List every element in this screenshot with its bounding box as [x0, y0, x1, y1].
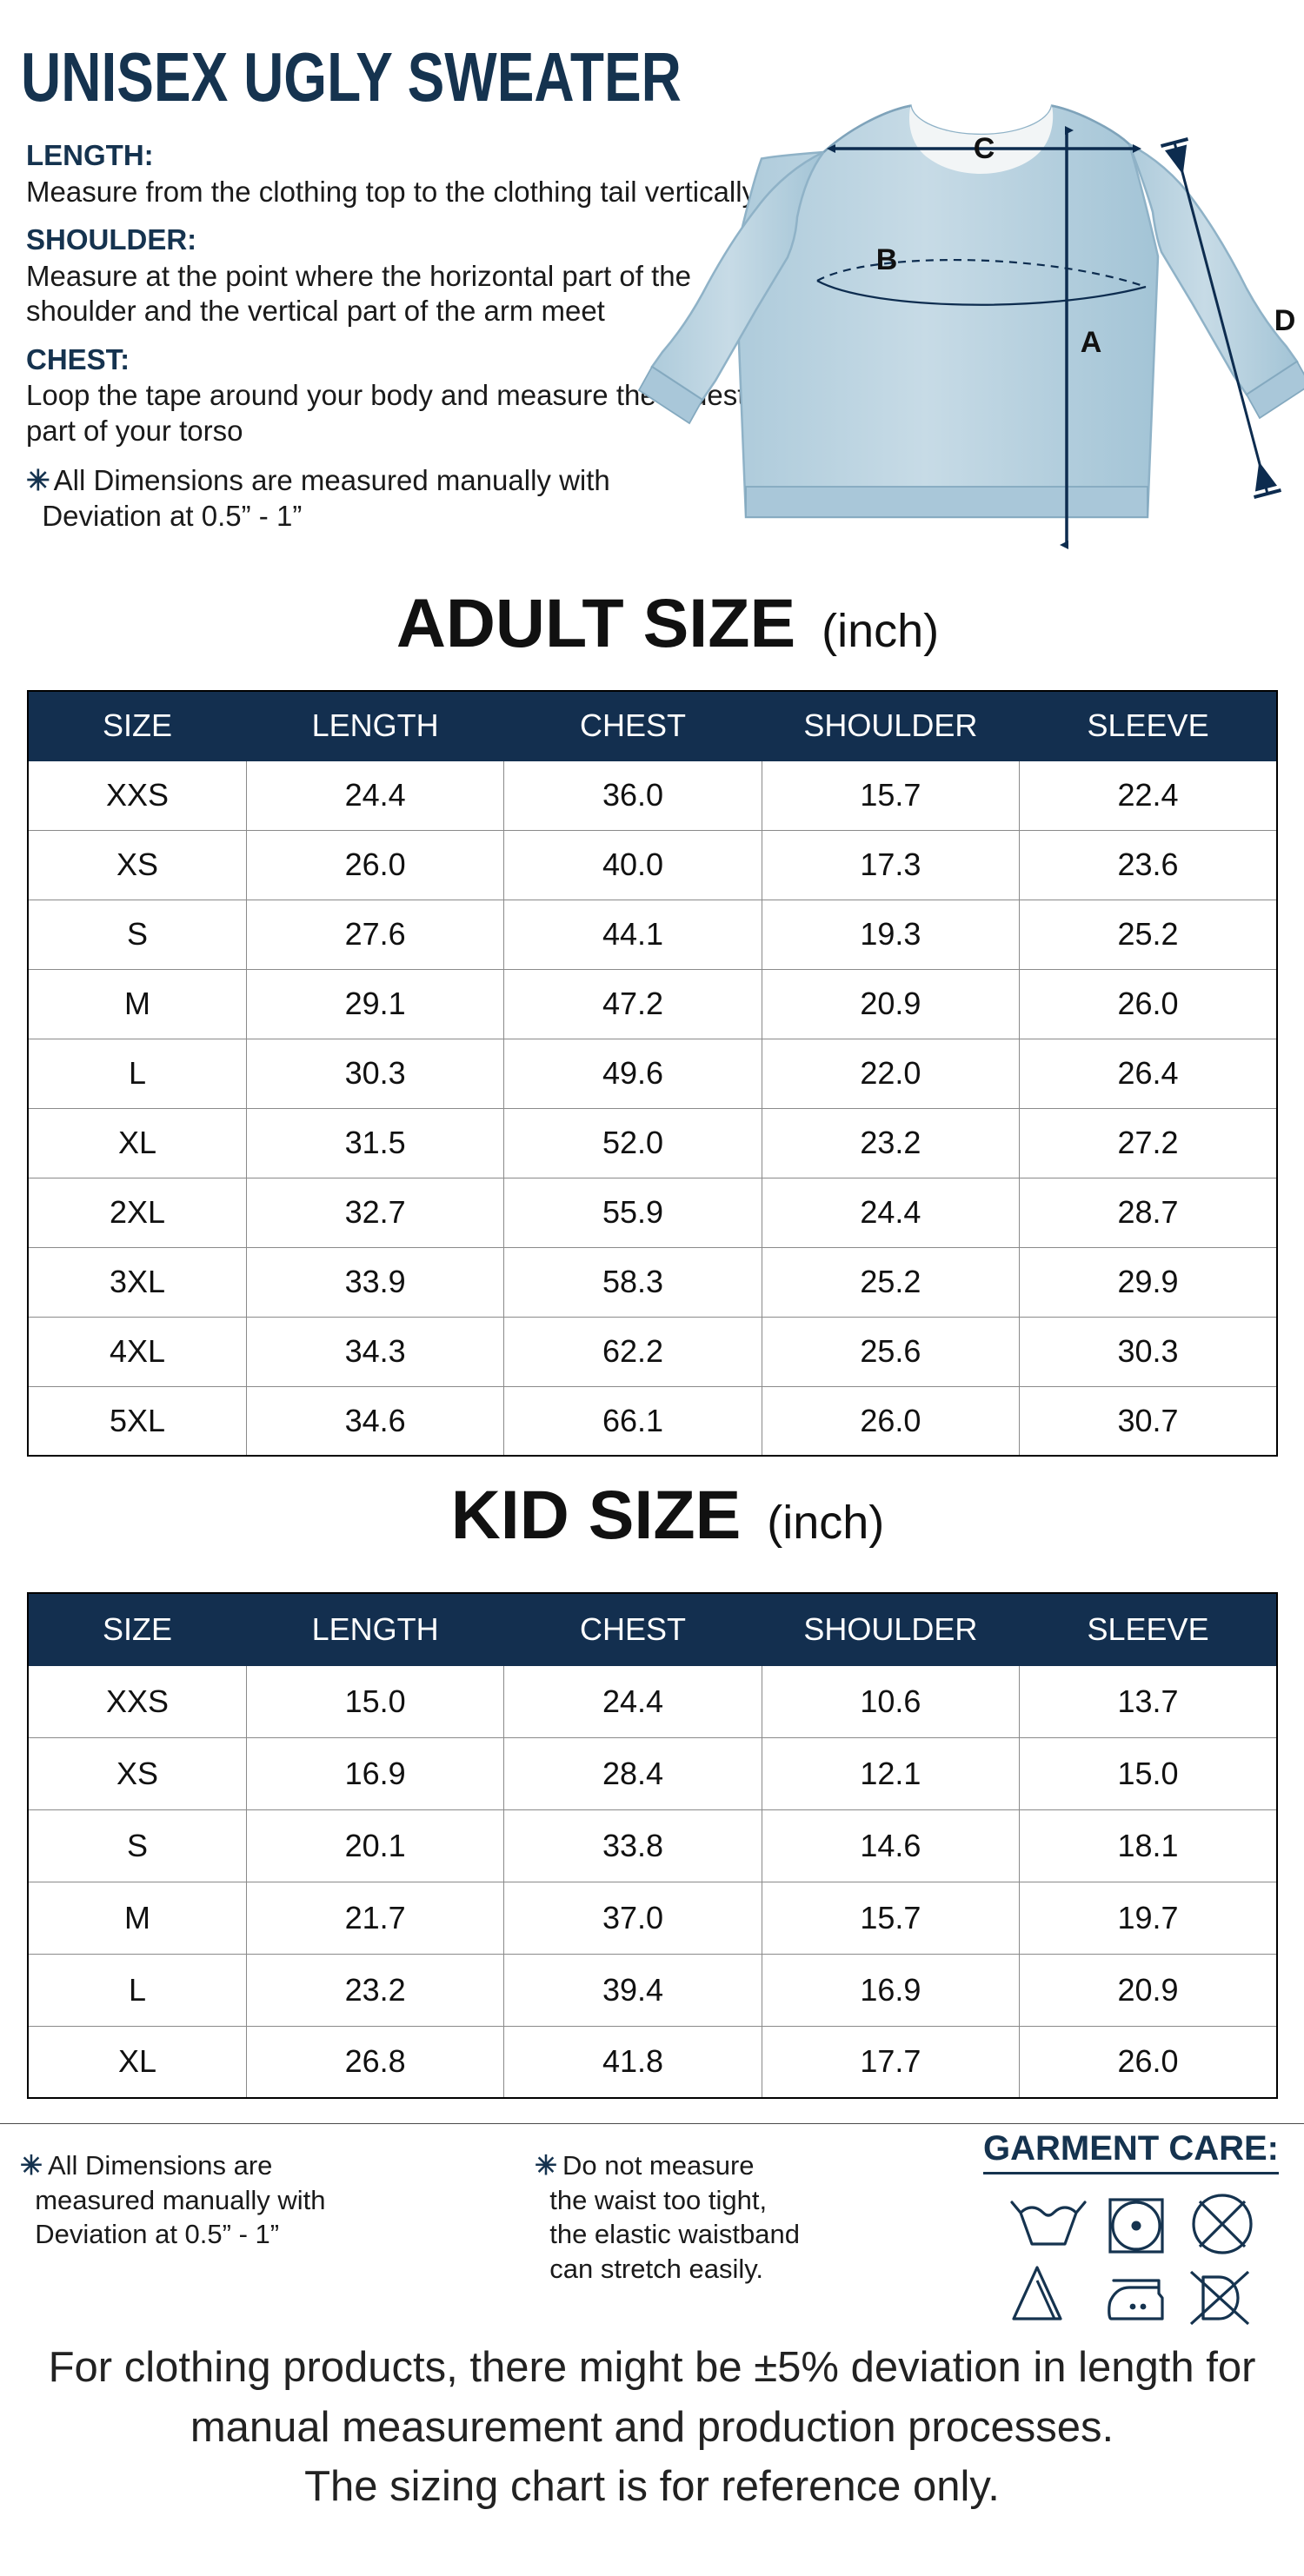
- svg-text:D: D: [1274, 304, 1296, 337]
- svg-text:C: C: [974, 132, 995, 165]
- svg-text:A: A: [1081, 326, 1102, 359]
- svg-text:B: B: [876, 243, 898, 276]
